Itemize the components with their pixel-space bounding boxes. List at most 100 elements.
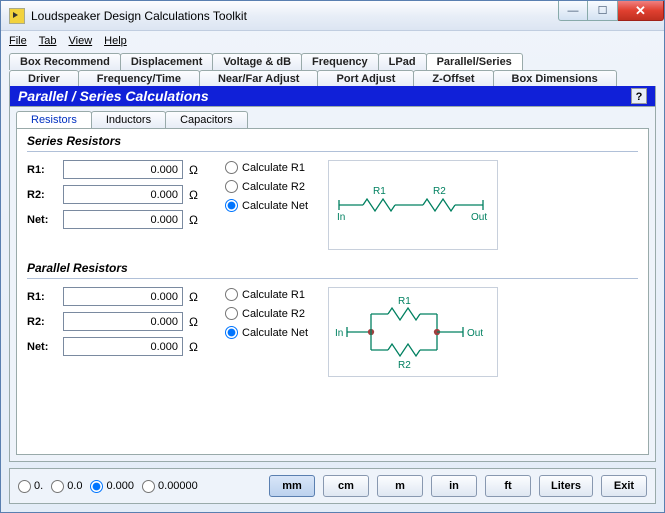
tabs-row-2: Driver Frequency/Time Near/Far Adjust Po… xyxy=(9,70,656,87)
precision-1[interactable]: 0.0 xyxy=(51,480,82,493)
parallel-diagram: In Out R1 R2 xyxy=(328,287,498,377)
parallel-heading: Parallel Resistors xyxy=(27,260,638,279)
series-calc-r1[interactable]: Calculate R1 xyxy=(225,161,308,174)
unit-in-button[interactable]: in xyxy=(431,475,477,497)
series-net-input[interactable] xyxy=(63,210,183,229)
tab-near-far[interactable]: Near/Far Adjust xyxy=(199,70,319,87)
precision-0[interactable]: 0. xyxy=(18,480,43,493)
sub-body: Series Resistors R1: Ω R2: Ω Net: Ω xyxy=(16,128,649,455)
parallel-diag-in: In xyxy=(335,328,343,339)
series-calc-r2[interactable]: Calculate R2 xyxy=(225,180,308,193)
series-diag-in: In xyxy=(337,212,345,223)
tab-port-adjust[interactable]: Port Adjust xyxy=(317,70,414,87)
unit-cm-button[interactable]: cm xyxy=(323,475,369,497)
help-button[interactable]: ? xyxy=(631,88,647,104)
series-net-label: Net: xyxy=(27,214,57,226)
subtab-inductors[interactable]: Inductors xyxy=(91,111,166,128)
unit-liters-button[interactable]: Liters xyxy=(539,475,593,497)
precision-3-radio[interactable] xyxy=(142,480,155,493)
parallel-calc-r2-radio[interactable] xyxy=(225,307,238,320)
app-window: Loudspeaker Design Calculations Toolkit … xyxy=(0,0,665,513)
parallel-r1-input[interactable] xyxy=(63,287,183,306)
panel-title: Parallel / Series Calculations xyxy=(18,88,209,104)
minimize-button[interactable]: — xyxy=(558,1,588,21)
parallel-r1-label: R1: xyxy=(27,291,57,303)
series-radios: Calculate R1 Calculate R2 Calculate Net xyxy=(225,160,308,212)
parallel-r2-label: R2: xyxy=(27,316,57,328)
unit-m-button[interactable]: m xyxy=(377,475,423,497)
parallel-net-input[interactable] xyxy=(63,337,183,356)
parallel-calc-r1[interactable]: Calculate R1 xyxy=(225,288,308,301)
series-r1-input[interactable] xyxy=(63,160,183,179)
parallel-calc-net-radio[interactable] xyxy=(225,326,238,339)
tab-parallel-series[interactable]: Parallel/Series xyxy=(426,53,523,70)
unit-mm-button[interactable]: mm xyxy=(269,475,315,497)
precision-0-radio[interactable] xyxy=(18,480,31,493)
menu-view[interactable]: View xyxy=(69,35,93,47)
series-r1-unit: Ω xyxy=(189,163,205,177)
parallel-r1-unit: Ω xyxy=(189,290,205,304)
tab-box-recommend[interactable]: Box Recommend xyxy=(9,53,121,70)
tab-frequency-time[interactable]: Frequency/Time xyxy=(78,70,200,87)
parallel-diag-r2: R2 xyxy=(398,360,411,371)
tabs-row-1: Box Recommend Displacement Voltage & dB … xyxy=(9,53,656,70)
parallel-fields: R1: Ω R2: Ω Net: Ω xyxy=(27,287,205,356)
series-diagram: In Out R1 R2 xyxy=(328,160,498,250)
close-button[interactable]: ✕ xyxy=(618,1,664,21)
series-calc-r2-radio[interactable] xyxy=(225,180,238,193)
menu-file[interactable]: File xyxy=(9,35,27,47)
subtab-resistors[interactable]: Resistors xyxy=(16,111,92,128)
bottom-bar: 0. 0.0 0.000 0.00000 mm cm m in ft Liter… xyxy=(9,468,656,504)
parallel-net-unit: Ω xyxy=(189,340,205,354)
window-controls: — ☐ ✕ xyxy=(558,1,664,30)
unit-ft-button[interactable]: ft xyxy=(485,475,531,497)
series-fields: R1: Ω R2: Ω Net: Ω xyxy=(27,160,205,229)
parallel-calc-r2[interactable]: Calculate R2 xyxy=(225,307,308,320)
menu-tab[interactable]: Tab xyxy=(39,35,57,47)
series-diag-r1: R1 xyxy=(373,186,386,197)
parallel-diag-out: Out xyxy=(467,328,483,339)
menu-bar: File Tab View Help xyxy=(1,31,664,51)
series-r1-label: R1: xyxy=(27,164,57,176)
maximize-button[interactable]: ☐ xyxy=(588,1,618,21)
series-diag-out: Out xyxy=(471,212,487,223)
parallel-section: R1: Ω R2: Ω Net: Ω Calculate R1 Calculat… xyxy=(27,287,638,377)
parallel-radios: Calculate R1 Calculate R2 Calculate Net xyxy=(225,287,308,339)
series-r2-unit: Ω xyxy=(189,188,205,202)
menu-help[interactable]: Help xyxy=(104,35,127,47)
precision-2[interactable]: 0.000 xyxy=(90,480,134,493)
series-calc-net[interactable]: Calculate Net xyxy=(225,199,308,212)
tab-lpad[interactable]: LPad xyxy=(378,53,427,70)
parallel-calc-net[interactable]: Calculate Net xyxy=(225,326,308,339)
parallel-diagram-svg: In Out R1 R2 xyxy=(333,292,493,372)
subtab-capacitors[interactable]: Capacitors xyxy=(165,111,248,128)
series-r2-label: R2: xyxy=(27,189,57,201)
series-calc-net-radio[interactable] xyxy=(225,199,238,212)
precision-1-radio[interactable] xyxy=(51,480,64,493)
series-calc-r1-radio[interactable] xyxy=(225,161,238,174)
parallel-calc-r1-radio[interactable] xyxy=(225,288,238,301)
panel-title-bar: Parallel / Series Calculations ? xyxy=(9,86,656,107)
sub-panel: Resistors Inductors Capacitors Series Re… xyxy=(9,107,656,462)
parallel-diag-r1: R1 xyxy=(398,296,411,307)
parallel-r2-unit: Ω xyxy=(189,315,205,329)
series-heading: Series Resistors xyxy=(27,133,638,152)
exit-button[interactable]: Exit xyxy=(601,475,647,497)
parallel-net-label: Net: xyxy=(27,341,57,353)
series-diagram-svg: In Out R1 R2 xyxy=(333,180,493,230)
tab-displacement[interactable]: Displacement xyxy=(120,53,214,70)
precision-2-radio[interactable] xyxy=(90,480,103,493)
series-r2-input[interactable] xyxy=(63,185,183,204)
title-bar[interactable]: Loudspeaker Design Calculations Toolkit … xyxy=(1,1,664,31)
series-section: R1: Ω R2: Ω Net: Ω Calculate R1 Calculat… xyxy=(27,160,638,250)
tab-frequency[interactable]: Frequency xyxy=(301,53,379,70)
tab-driver[interactable]: Driver xyxy=(9,70,79,87)
tab-box-dimensions[interactable]: Box Dimensions xyxy=(493,70,617,87)
tab-z-offset[interactable]: Z-Offset xyxy=(413,70,493,87)
client-area: Box Recommend Displacement Voltage & dB … xyxy=(1,51,664,512)
tab-voltage-db[interactable]: Voltage & dB xyxy=(212,53,302,70)
app-icon xyxy=(9,8,25,24)
parallel-r2-input[interactable] xyxy=(63,312,183,331)
series-diag-r2: R2 xyxy=(433,186,446,197)
precision-3[interactable]: 0.00000 xyxy=(142,480,198,493)
